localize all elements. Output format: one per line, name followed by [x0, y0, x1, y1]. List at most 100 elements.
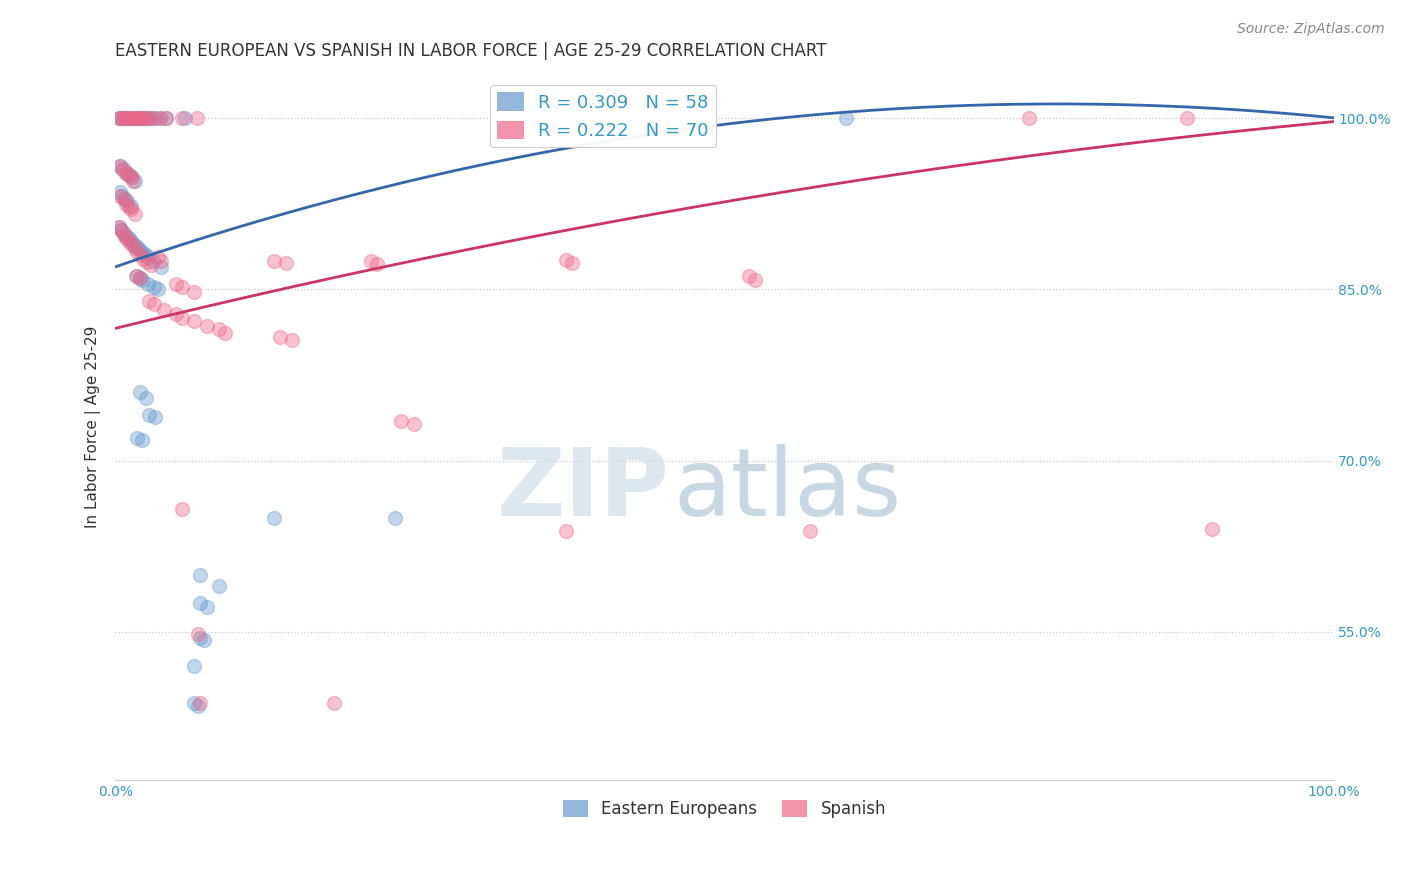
Point [738, 268, 761, 283]
Point [111, 162, 134, 177]
Text: Source: ZipAtlas.com: Source: ZipAtlas.com [1237, 22, 1385, 37]
Point [127, 241, 149, 255]
Point [115, 231, 138, 245]
Point [125, 111, 148, 125]
Point [150, 253, 173, 268]
Point [108, 159, 131, 173]
Point [127, 244, 149, 259]
Point [135, 391, 157, 405]
Point [172, 111, 194, 125]
Point [115, 228, 138, 243]
Text: ZIP: ZIP [496, 444, 669, 536]
Point [127, 431, 149, 445]
Point [281, 333, 304, 347]
Point [108, 219, 131, 234]
Point [561, 256, 583, 270]
Point [146, 251, 169, 265]
Point [136, 111, 159, 125]
Point [110, 223, 132, 237]
Point [108, 186, 131, 200]
Point [127, 111, 149, 125]
Point [190, 696, 212, 710]
Point [131, 273, 153, 287]
Point [208, 579, 231, 593]
Point [108, 188, 131, 202]
Point [125, 239, 148, 253]
Point [143, 280, 166, 294]
Point [136, 277, 159, 291]
Point [143, 297, 166, 311]
Point [115, 196, 138, 211]
Point [111, 188, 134, 202]
Point [108, 159, 131, 173]
Point [117, 200, 139, 214]
Point [323, 696, 346, 710]
Point [744, 273, 766, 287]
Point [120, 111, 142, 125]
Point [1175, 111, 1198, 125]
Point [149, 111, 172, 125]
Point [127, 268, 149, 283]
Point [1201, 522, 1223, 536]
Point [195, 599, 218, 614]
Point [129, 244, 152, 258]
Point [139, 111, 162, 125]
Point [155, 111, 177, 125]
Point [124, 241, 146, 255]
Point [274, 256, 297, 270]
Point [117, 231, 139, 245]
Point [208, 322, 231, 336]
Point [142, 253, 165, 268]
Point [193, 632, 215, 647]
Point [263, 253, 285, 268]
Point [172, 501, 194, 516]
Point [112, 227, 135, 242]
Point [128, 271, 150, 285]
Point [187, 627, 209, 641]
Point [145, 410, 167, 425]
Point [153, 302, 176, 317]
Point [115, 166, 138, 180]
Point [139, 259, 162, 273]
Point [366, 257, 388, 271]
Point [142, 111, 165, 125]
Point [214, 326, 236, 340]
Point [125, 111, 148, 125]
Point [132, 252, 155, 266]
Point [108, 111, 131, 125]
Point [124, 174, 146, 188]
Point [129, 111, 152, 125]
Point [136, 111, 159, 125]
Point [165, 277, 187, 291]
Point [117, 194, 139, 209]
Point [138, 293, 160, 308]
Point [110, 111, 132, 125]
Point [120, 199, 142, 213]
Point [114, 192, 136, 206]
Point [135, 111, 157, 125]
Point [183, 659, 205, 673]
Point [555, 252, 578, 267]
Point [187, 699, 209, 714]
Point [112, 227, 135, 241]
Point [122, 111, 145, 125]
Legend: Eastern Europeans, Spanish: Eastern Europeans, Spanish [557, 794, 893, 825]
Point [835, 111, 858, 125]
Point [172, 310, 194, 325]
Text: atlas: atlas [673, 444, 901, 536]
Point [183, 696, 205, 710]
Point [132, 111, 155, 125]
Point [108, 111, 131, 125]
Point [263, 510, 285, 524]
Point [112, 111, 135, 125]
Point [173, 111, 195, 125]
Point [112, 162, 135, 177]
Point [117, 168, 139, 182]
Point [132, 111, 155, 125]
Point [122, 174, 145, 188]
Point [115, 111, 138, 125]
Point [195, 318, 218, 333]
Point [146, 282, 169, 296]
Point [132, 245, 155, 260]
Point [131, 433, 153, 447]
